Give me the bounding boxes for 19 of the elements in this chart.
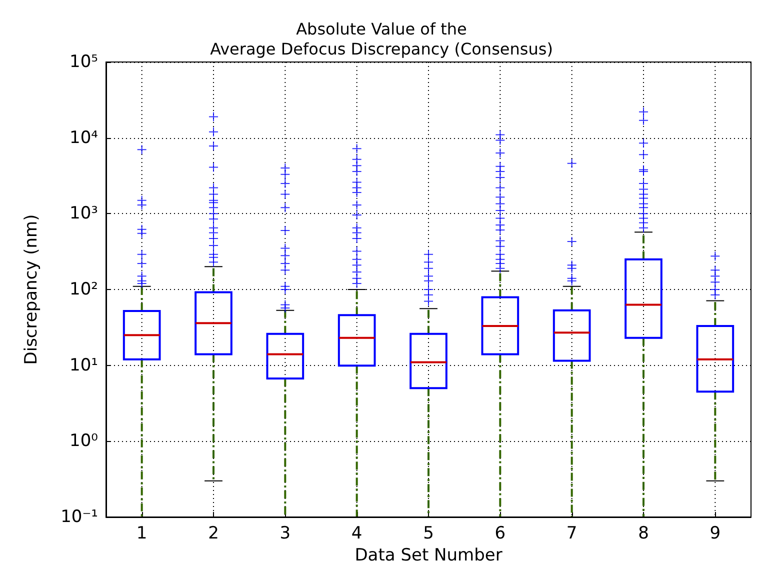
x-tick-label: 3 [280,524,291,544]
x-tick-label: 8 [638,524,649,544]
x-tick-label: 1 [136,524,148,544]
x-tick-label: 7 [566,524,578,544]
y-tick-label: 10⁰ [70,431,98,452]
x-tick-label: 5 [423,524,434,544]
chart-title: Absolute Value of the Average Defocus Discrepancy (Consensus) [210,20,553,58]
x-axis-title: Data Set Number [354,546,502,566]
x-tick-label: 4 [351,524,362,544]
y-tick-label: 10⁻¹ [60,507,98,527]
y-tick-label: 10¹ [70,355,98,376]
x-tick-label: 6 [494,524,506,544]
y-tick-label: 10⁴ [70,128,98,148]
y-tick-label: 10² [70,280,98,300]
y-tick-label: 10⁵ [70,52,98,72]
y-tick-label: 10³ [70,204,98,224]
x-tick-label: 2 [208,524,219,544]
x-tick-label: 9 [710,524,721,544]
y-axis-title: Discrepancy (nm) [22,214,42,365]
